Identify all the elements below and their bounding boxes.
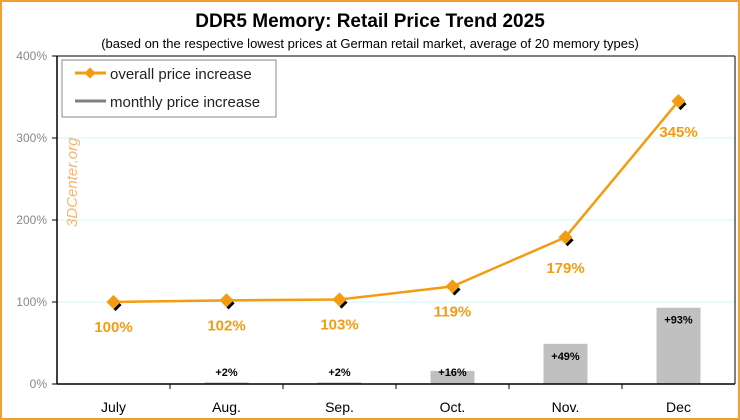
bar-label: +16%: [438, 367, 467, 379]
y-tick-label: 300%: [16, 131, 47, 145]
x-tick-label: Aug.: [212, 399, 241, 415]
point-label: 119%: [434, 303, 472, 320]
bar: [317, 382, 362, 384]
line-point: [332, 292, 347, 307]
bar-label: +2%: [215, 367, 238, 379]
point-label: 100%: [94, 319, 132, 336]
y-tick-label: 400%: [16, 49, 47, 63]
line-point: [219, 293, 234, 308]
line-point: [106, 294, 121, 310]
line-point: [558, 230, 573, 245]
marker-shadow: [339, 300, 348, 309]
x-tick-label: Dec: [666, 399, 691, 415]
x-tick-label: Oct.: [440, 399, 466, 415]
point-label: 103%: [320, 317, 358, 334]
marker-shadow: [226, 301, 235, 310]
overall-line: [113, 100, 680, 304]
bar-label: +2%: [328, 367, 351, 379]
x-tick-label: Sep.: [325, 399, 354, 415]
line-point: [671, 94, 686, 109]
legend-overall: overall price increase: [110, 66, 252, 83]
bar: [204, 382, 249, 384]
x-tick-label: Nov.: [552, 399, 580, 415]
chart-subtitle: (based on the respective lowest prices a…: [101, 36, 639, 51]
bar: [543, 343, 588, 384]
marker-shadow: [678, 102, 687, 111]
point-label: 179%: [546, 260, 584, 277]
marker-shadow: [452, 287, 461, 296]
y-tick-label: 100%: [16, 295, 47, 309]
point-label: 345%: [659, 124, 697, 141]
legend-monthly: monthly price increase: [110, 94, 260, 111]
y-tick-label: 0%: [30, 377, 48, 391]
bar-label: +93%: [664, 315, 693, 327]
marker-shadow: [565, 238, 574, 247]
line-point: [445, 279, 460, 294]
y-tick-label: 200%: [16, 213, 47, 227]
point-label: 102%: [207, 317, 245, 334]
watermark: 3DCenter.org: [64, 137, 81, 227]
bar: [656, 307, 701, 384]
x-tick-label: July: [101, 399, 126, 415]
bar: [430, 370, 475, 384]
legend: overall price increase monthly price inc…: [61, 59, 277, 118]
chart-title: DDR5 Memory: Retail Price Trend 2025: [195, 11, 545, 32]
marker-shadow: [113, 302, 122, 312]
bar-label: +49%: [551, 351, 580, 363]
